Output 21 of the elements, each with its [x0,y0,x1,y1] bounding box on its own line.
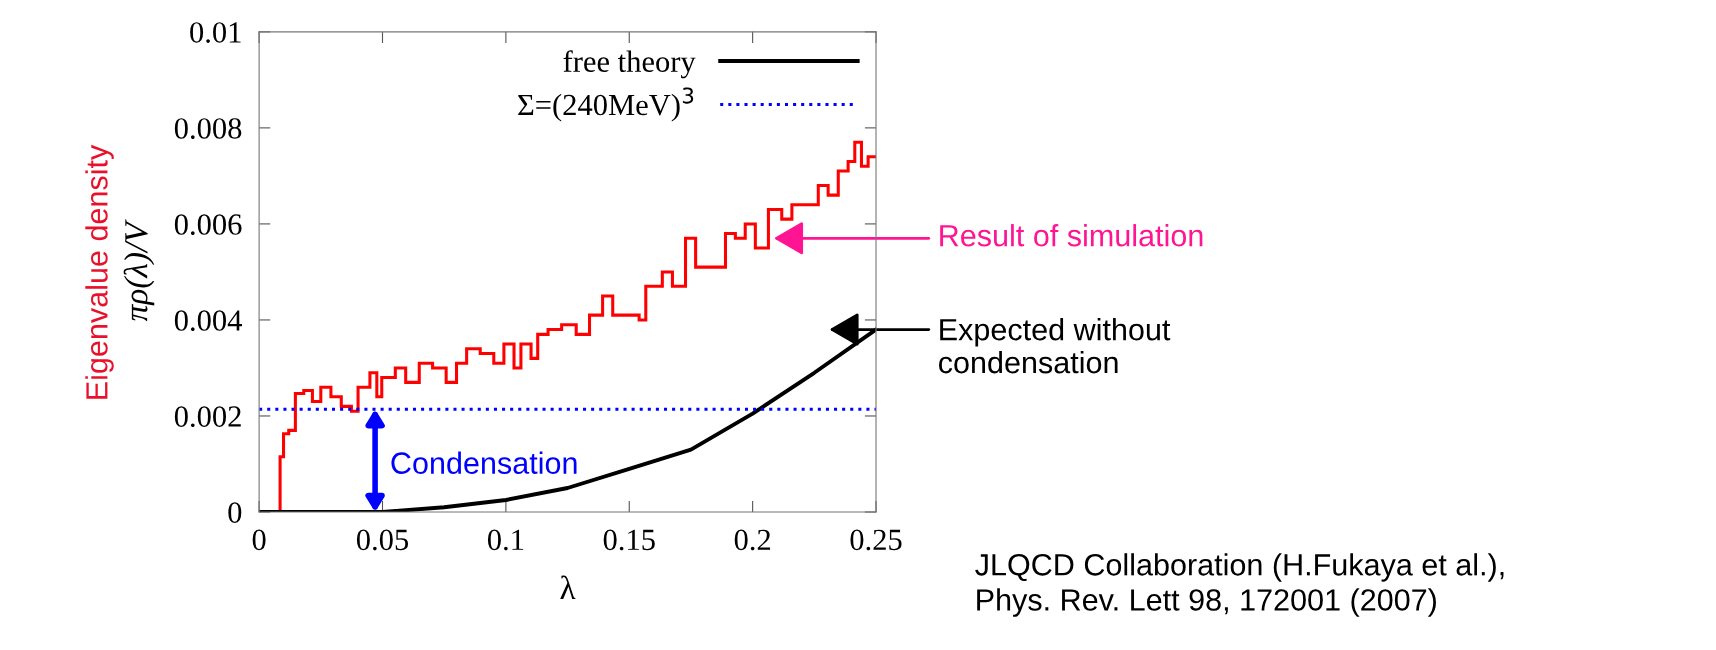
legend-label: Σ=(240MeV)$^{3}$ [518,87,694,122]
annotation: Condensation [391,451,577,474]
y-tick-label: 0.006 [174,214,242,235]
x-tick-label: 0.25 [850,529,902,551]
legend-label: free theory [563,50,696,79]
y-tick-label: 0.008 [174,118,242,139]
x-tick-label: 0.1 [487,529,524,551]
x-tick-label: 0 [252,529,266,551]
text: JLQCD Collaboration (H.Fukaya et al.), Phys. Rev. Lett 98, 172001 (2007) [975,553,1504,617]
y-tick-label: 0.004 [174,310,242,331]
x-tick-label: 0.15 [603,529,655,551]
y-tick-label: 0.002 [174,406,241,428]
y-tick-label: 0 [228,502,242,523]
x-tick-label: 0.2 [734,529,771,551]
y-axis-title: πρ(λ)/V [123,219,155,322]
text: Result of simulation [940,224,1203,247]
text: Expected without condensation [939,318,1171,374]
x-tick-label: 0.05 [356,529,409,551]
x-axis-title: λ [560,575,576,599]
text: Eigenvalue density [85,144,114,399]
y-tick-label: 0.01 [190,22,241,43]
